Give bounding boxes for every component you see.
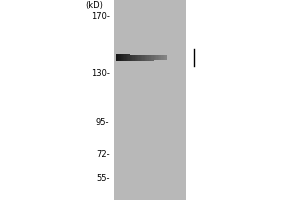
Bar (154, 55, 155, 60)
Bar (139, 55, 140, 61)
Bar (114, 0, 186, 200)
Bar (123, 54, 124, 61)
Bar (161, 55, 163, 60)
Bar (131, 55, 132, 61)
Bar (128, 54, 130, 61)
Bar (164, 55, 165, 60)
Bar (141, 55, 142, 61)
Bar (140, 55, 141, 61)
Bar (165, 55, 166, 60)
Text: 55-: 55- (96, 174, 110, 183)
Bar (152, 55, 154, 61)
Bar (142, 55, 144, 61)
Bar (144, 55, 145, 61)
Bar (137, 55, 139, 61)
Bar (119, 54, 121, 61)
Text: (kD): (kD) (85, 1, 103, 10)
Bar (132, 55, 134, 61)
Bar (145, 55, 146, 61)
Bar (126, 54, 127, 61)
Bar (146, 55, 147, 61)
Text: 170-: 170- (91, 12, 110, 21)
Bar (155, 55, 156, 60)
Bar (159, 55, 160, 60)
Bar (133, 55, 135, 61)
Text: 72-: 72- (96, 150, 110, 159)
Text: 95-: 95- (96, 118, 110, 127)
Bar (124, 54, 126, 61)
Bar (136, 55, 137, 61)
Bar (150, 55, 151, 61)
Bar (117, 54, 118, 61)
Bar (116, 54, 117, 61)
Bar (149, 55, 150, 61)
Bar (158, 55, 159, 60)
Bar (121, 54, 122, 61)
Bar (156, 55, 158, 60)
Bar (163, 55, 164, 60)
Bar (147, 55, 149, 61)
Bar (151, 55, 152, 61)
Text: 130-: 130- (91, 69, 110, 78)
Bar (127, 54, 128, 61)
Bar (122, 54, 123, 61)
Bar (130, 55, 131, 61)
Bar (160, 55, 161, 60)
Bar (118, 54, 119, 61)
Bar (135, 55, 136, 61)
